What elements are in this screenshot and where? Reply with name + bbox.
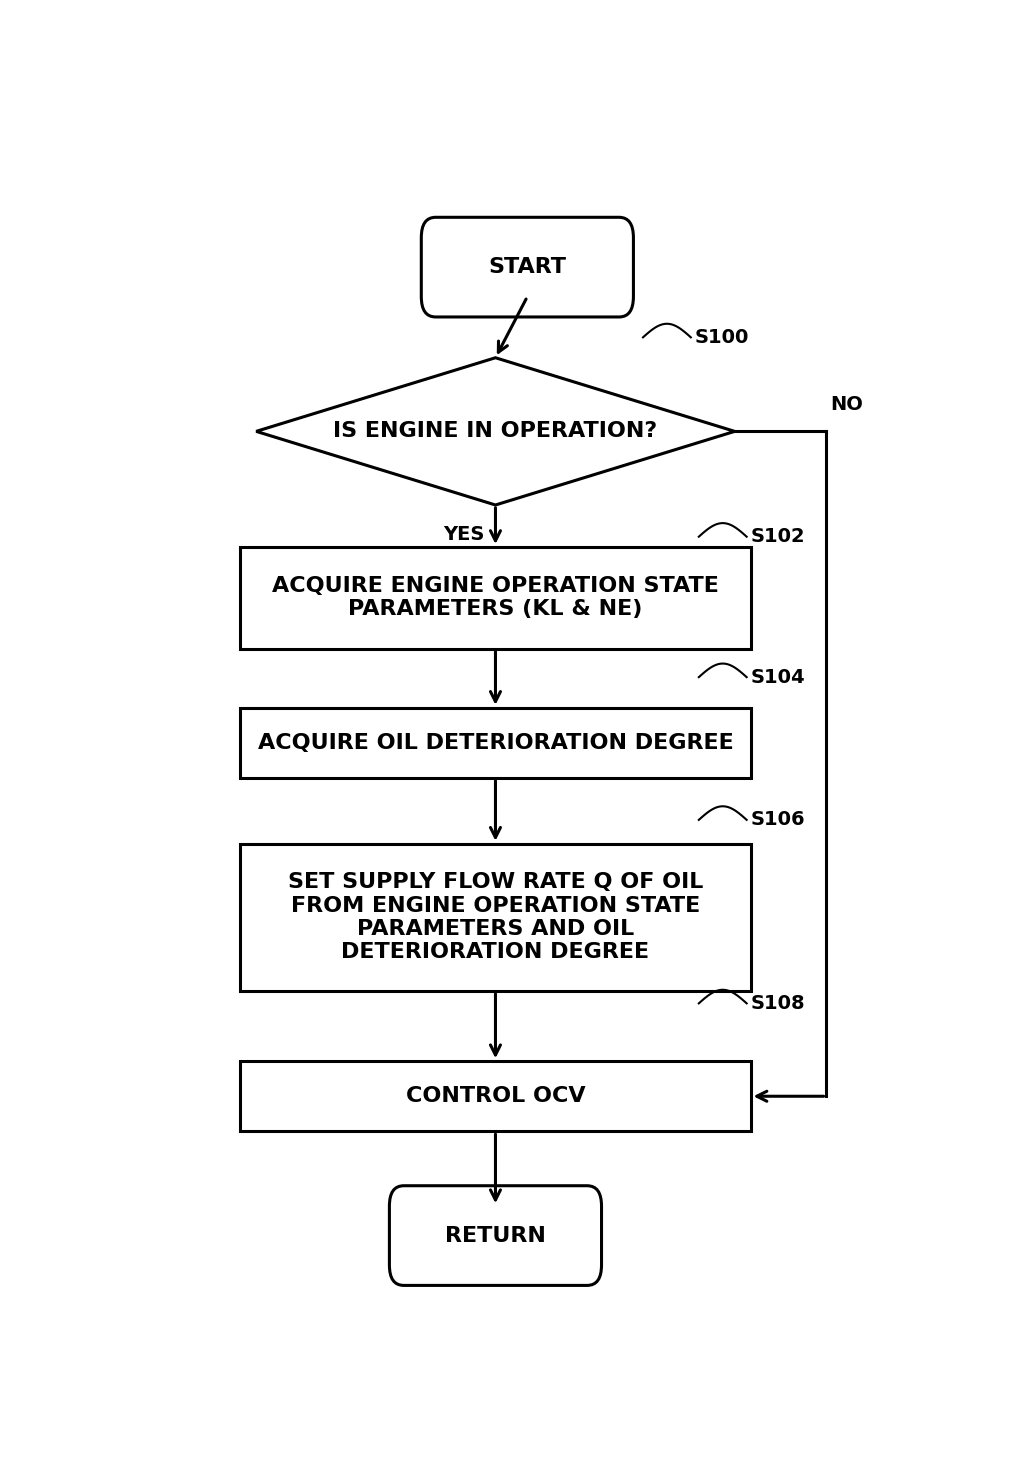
FancyBboxPatch shape — [421, 218, 634, 316]
Text: ACQUIRE ENGINE OPERATION STATE
PARAMETERS (KL & NE): ACQUIRE ENGINE OPERATION STATE PARAMETER… — [272, 577, 719, 619]
Bar — [240, 1061, 751, 1131]
Text: SET SUPPLY FLOW RATE Q OF OIL
FROM ENGINE OPERATION STATE
PARAMETERS AND OIL
DET: SET SUPPLY FLOW RATE Q OF OIL FROM ENGIN… — [288, 872, 703, 962]
Text: S106: S106 — [751, 811, 806, 830]
Text: S104: S104 — [751, 668, 806, 687]
Bar — [240, 547, 751, 649]
Text: RETURN: RETURN — [445, 1225, 546, 1246]
Text: NO: NO — [830, 396, 863, 415]
Text: CONTROL OCV: CONTROL OCV — [405, 1086, 586, 1106]
FancyBboxPatch shape — [389, 1186, 602, 1286]
Text: S102: S102 — [751, 527, 806, 546]
Text: ACQUIRE OIL DETERIORATION DEGREE: ACQUIRE OIL DETERIORATION DEGREE — [257, 733, 734, 753]
Text: YES: YES — [442, 525, 485, 544]
Text: S100: S100 — [695, 328, 749, 347]
Text: START: START — [489, 257, 566, 277]
Text: IS ENGINE IN OPERATION?: IS ENGINE IN OPERATION? — [333, 421, 658, 441]
Bar — [240, 844, 751, 991]
Polygon shape — [256, 357, 735, 505]
Text: S108: S108 — [751, 994, 806, 1014]
Bar — [240, 708, 751, 778]
